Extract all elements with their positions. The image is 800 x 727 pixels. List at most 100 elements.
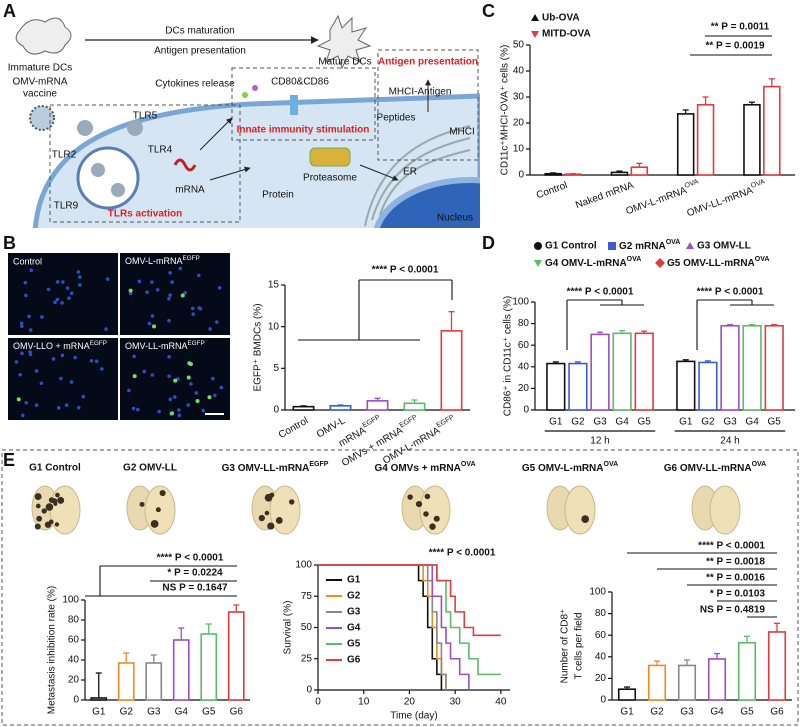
- superscript: EGFP: [188, 340, 205, 347]
- significance-label: **** P < 0.0001: [372, 265, 439, 276]
- micrograph-label: OMV-LLO + mRNAEGFP: [13, 340, 107, 352]
- nodule: [275, 517, 283, 524]
- nodule: [57, 496, 65, 504]
- label: Antigen presentation: [378, 57, 478, 68]
- y-tick-label: 60: [68, 635, 80, 646]
- cell-dot: [60, 301, 64, 305]
- bar: [634, 332, 654, 411]
- bar: [764, 324, 784, 411]
- cell-dot: [167, 296, 171, 301]
- cell-dot: [46, 287, 51, 292]
- cell-dot: [137, 279, 142, 284]
- panel-label: B: [3, 233, 16, 253]
- y-tick-label: 20: [595, 673, 607, 684]
- nodule: [258, 514, 266, 522]
- cell-dot: [178, 266, 183, 271]
- cell-dot: [132, 354, 136, 359]
- x-tick-label: G1: [620, 707, 634, 718]
- arrow: [209, 166, 251, 181]
- cell-dot: [51, 357, 56, 361]
- lung: [269, 485, 301, 535]
- cell-dot: [67, 296, 71, 300]
- micrograph: [120, 253, 230, 335]
- cd80-icon: [290, 95, 298, 115]
- bar: [763, 85, 781, 176]
- cell-dot: [23, 280, 28, 285]
- lung: [564, 485, 596, 535]
- bar: [200, 633, 218, 701]
- cell-dot: [208, 327, 212, 331]
- gfp-dot: [16, 397, 21, 402]
- legend-label: G3: [347, 607, 361, 618]
- x-tick-label: 40: [495, 697, 507, 708]
- x-tick-label: G5: [202, 707, 216, 718]
- significance-label: ** P = 0.0018: [706, 557, 765, 568]
- legend-label: G2: [347, 591, 361, 602]
- label: TLR9: [54, 201, 79, 212]
- nodule: [34, 493, 42, 501]
- gfp-dot: [186, 375, 191, 380]
- cell-dot: [190, 306, 195, 311]
- panel-label: D: [482, 233, 495, 253]
- omv: [111, 183, 125, 197]
- legend-marker: [686, 242, 694, 249]
- cell-dot: [177, 408, 181, 412]
- antigen-box: [377, 49, 479, 161]
- nodule: [415, 500, 423, 508]
- legend-label: G6: [347, 655, 361, 666]
- y-tick-label: 20: [518, 383, 530, 394]
- nodule: [424, 493, 431, 500]
- superscript: EGFP: [435, 414, 455, 430]
- y-tick-label: 0: [306, 685, 312, 696]
- nodule: [423, 511, 429, 517]
- x-tick-label: G6: [770, 707, 784, 718]
- bar: [145, 662, 163, 701]
- gfp-dot: [128, 288, 133, 293]
- cell-dot: [167, 318, 171, 323]
- cytokine: [242, 92, 248, 98]
- cell-dot: [147, 321, 152, 326]
- cell-dot: [53, 300, 57, 305]
- significance-label: **** P < 0.0001: [697, 287, 764, 298]
- cell-dot: [24, 400, 29, 405]
- nodule: [407, 494, 413, 500]
- label: mRNA: [175, 185, 205, 196]
- bar: [172, 639, 190, 701]
- text-part: G6 OMV-LL-mRNA: [664, 463, 752, 474]
- significance-label: **** P < 0.0001: [567, 287, 634, 298]
- cell-dot: [104, 327, 108, 331]
- cell-dot: [76, 270, 81, 274]
- proteasome-icon: [309, 147, 351, 167]
- legend-marker: [531, 14, 539, 21]
- cell-dot: [81, 394, 86, 399]
- cell-illustration: [32, 93, 480, 228]
- x-tick-label: G4: [745, 417, 759, 428]
- nodule: [264, 510, 270, 516]
- survival-line: [318, 564, 501, 676]
- nodule: [34, 523, 41, 530]
- cell-dot: [191, 312, 196, 316]
- text-part: G4 OMV-L-mRNA: [545, 258, 627, 269]
- micrographs: Control OMV-L-mRNAEGFP OMV-LLO + mRNAEGF…: [8, 253, 230, 420]
- superscript: OVA: [684, 178, 700, 190]
- significance-label: * P = 0.0103: [710, 589, 766, 600]
- label: Innate immunity stimulation: [237, 125, 370, 136]
- y-tick-label: 100: [62, 595, 79, 606]
- lung-label: G2 OMV-LL: [123, 463, 177, 474]
- legend-marker: [608, 242, 616, 250]
- legend-label: Ub-OVA: [542, 13, 580, 24]
- x-tick-label: G1: [679, 417, 693, 428]
- bar: [90, 697, 108, 701]
- legend-label: G5: [347, 639, 361, 650]
- nodule: [139, 501, 145, 507]
- x-tick-label: G2: [701, 417, 715, 428]
- x-tick-label: G2: [650, 707, 664, 718]
- cell-dot: [150, 373, 155, 377]
- y-tick-label: 0: [523, 405, 529, 416]
- significance-label: ** P = 0.0019: [705, 41, 764, 52]
- y-tick-label: 80: [68, 615, 80, 626]
- superscript: EGFP: [398, 414, 418, 430]
- lung-label: G5 OMV-L-mRNAOVA: [522, 461, 618, 474]
- gfp-dot: [152, 324, 157, 329]
- legend-label: G4: [347, 623, 361, 634]
